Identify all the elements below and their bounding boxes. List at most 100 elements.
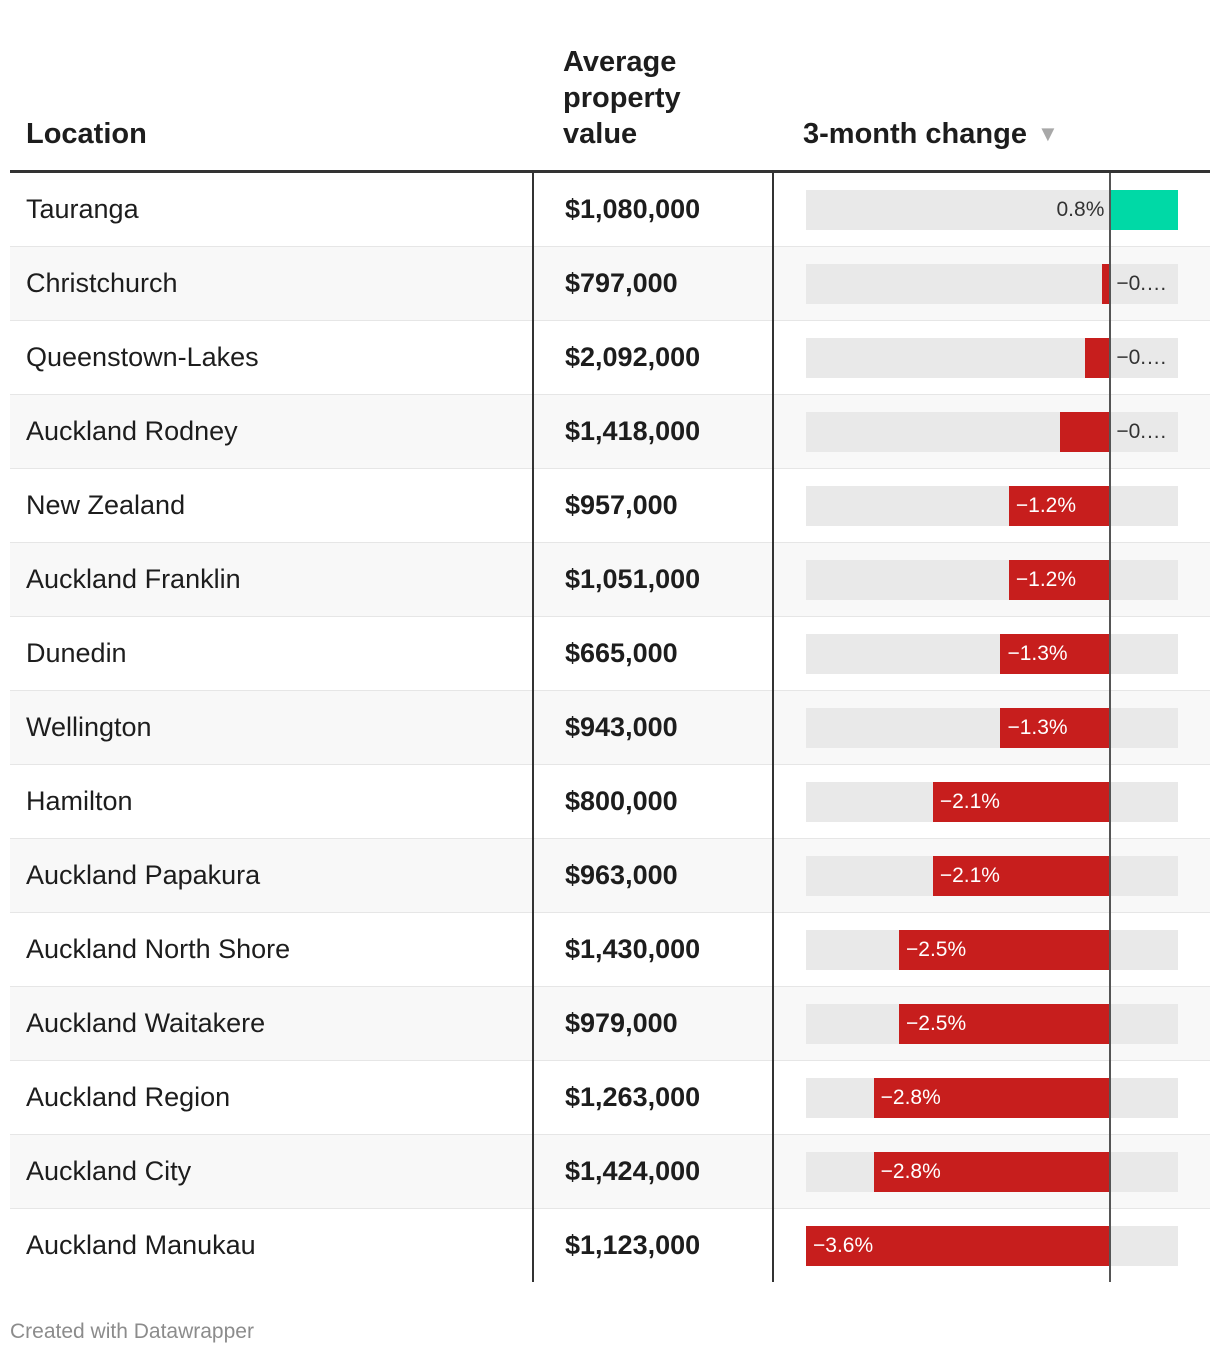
- change-bar-track: 0.8%: [806, 190, 1178, 230]
- change-bar-track: −1.3%: [806, 708, 1178, 748]
- cell-average-value: $1,263,000: [565, 1082, 701, 1112]
- cell-location: New Zealand: [26, 490, 186, 520]
- change-bar: [899, 1004, 1111, 1044]
- cell-average-value: $1,424,000: [565, 1156, 701, 1186]
- change-bar: [873, 1078, 1111, 1118]
- change-bar: [1110, 190, 1178, 230]
- change-label: −3.6%: [813, 1234, 874, 1257]
- change-label: 0.8%: [1056, 198, 1105, 221]
- change-bar-track: −2.1%: [806, 856, 1178, 896]
- table-row: Christchurch $797,000 −0.…: [10, 247, 1210, 321]
- change-label: −0.…: [1116, 420, 1168, 443]
- property-value-table: Location Average property value 3-month …: [10, 0, 1210, 1282]
- change-label: −1.2%: [1015, 568, 1077, 591]
- column-header-value-line2: property: [563, 82, 681, 114]
- change-bar-track: −1.2%: [806, 486, 1178, 526]
- change-bar: [1008, 486, 1111, 526]
- change-label: −0.…: [1116, 346, 1168, 369]
- table-row: Auckland Waitakere $979,000 −2.5%: [10, 987, 1210, 1061]
- cell-location: Christchurch: [26, 268, 178, 298]
- change-label: −2.5%: [906, 1012, 967, 1035]
- cell-average-value: $797,000: [565, 268, 678, 298]
- cell-average-value: $943,000: [565, 712, 678, 742]
- cell-location: Wellington: [26, 712, 152, 742]
- column-header-change[interactable]: 3-month change ▼: [803, 116, 1059, 152]
- change-bar-track: −2.5%: [806, 930, 1178, 970]
- cell-average-value: $1,418,000: [565, 416, 701, 446]
- change-bar: [1000, 708, 1111, 748]
- change-bar: [1059, 412, 1111, 452]
- table-header: Location Average property value 3-month …: [10, 0, 1210, 173]
- change-label: −0.…: [1116, 272, 1168, 295]
- cell-location: Auckland Papakura: [26, 860, 261, 890]
- change-bar-track: −1.2%: [806, 560, 1178, 600]
- table-row: Auckland Franklin $1,051,000 −1.2%: [10, 543, 1210, 617]
- cell-average-value: $957,000: [565, 490, 678, 520]
- cell-average-value: $979,000: [565, 1008, 678, 1038]
- table-body: Tauranga $1,080,000 0.8% Christchurch $797,0…: [10, 173, 1210, 1282]
- cell-average-value: $665,000: [565, 638, 678, 668]
- cell-average-value: $963,000: [565, 860, 678, 890]
- change-bar: [806, 1226, 1111, 1266]
- change-label: −2.8%: [880, 1086, 941, 1109]
- table-row: Auckland Region $1,263,000 −2.8%: [10, 1061, 1210, 1135]
- change-label: −2.1%: [939, 790, 1000, 813]
- change-bar: [873, 1152, 1111, 1192]
- table-row: Wellington $943,000 −1.3%: [10, 691, 1210, 765]
- table-row: Auckland Rodney $1,418,000 −0.…: [10, 395, 1210, 469]
- cell-average-value: $1,123,000: [565, 1230, 701, 1260]
- table-row: Dunedin $665,000 −1.3%: [10, 617, 1210, 691]
- change-label: −2.5%: [906, 938, 967, 961]
- table-row: Auckland Papakura $963,000 −2.1%: [10, 839, 1210, 913]
- triangle-down-icon: ▼: [1036, 121, 1059, 146]
- table-row: Hamilton $800,000 −2.1%: [10, 765, 1210, 839]
- change-bar-track: −0.…: [806, 264, 1178, 304]
- change-bar: [932, 782, 1111, 822]
- change-bar: [899, 930, 1111, 970]
- column-divider-value: [772, 173, 774, 1282]
- change-bar-track: −2.5%: [806, 1004, 1178, 1044]
- change-bar-track: −2.8%: [806, 1078, 1178, 1118]
- change-bar-track: −0.…: [806, 338, 1178, 378]
- column-header-value-line3: value: [563, 118, 638, 150]
- column-header-location[interactable]: Location: [26, 118, 147, 150]
- cell-location: Auckland Manukau: [26, 1230, 256, 1260]
- table-row: Auckland Manukau $1,123,000 −3.6%: [10, 1209, 1210, 1282]
- cell-average-value: $2,092,000: [565, 342, 701, 372]
- table-row: Auckland North Shore $1,430,000 −2.5%: [10, 913, 1210, 987]
- cell-location: Tauranga: [26, 194, 139, 224]
- cell-average-value: $1,051,000: [565, 564, 701, 594]
- zero-baseline: [1109, 173, 1112, 1282]
- cell-location: Auckland Waitakere: [26, 1008, 266, 1038]
- cell-location: Auckland Region: [26, 1082, 231, 1112]
- change-bar-track: −2.1%: [806, 782, 1178, 822]
- cell-location: Auckland Franklin: [26, 564, 241, 594]
- cell-location: Auckland Rodney: [26, 416, 238, 446]
- cell-location: Auckland North Shore: [26, 934, 291, 964]
- column-header-value-line1: Average: [563, 46, 677, 78]
- cell-average-value: $800,000: [565, 786, 678, 816]
- change-bar-track: −0.…: [806, 412, 1178, 452]
- change-bar: [1101, 264, 1111, 304]
- table-row: New Zealand $957,000 −1.2%: [10, 469, 1210, 543]
- change-bar: [1085, 338, 1111, 378]
- change-bar-track: −3.6%: [806, 1226, 1178, 1266]
- change-bar-track: −1.3%: [806, 634, 1178, 674]
- datawrapper-credit[interactable]: Created with Datawrapper: [10, 1320, 254, 1343]
- column-divider-location: [532, 173, 534, 1282]
- column-header-average-value[interactable]: Average property value: [563, 44, 753, 152]
- cell-location: Auckland City: [26, 1156, 192, 1186]
- change-label: −1.3%: [1007, 642, 1068, 665]
- change-label: −1.2%: [1015, 494, 1077, 517]
- change-label: −2.1%: [939, 864, 1000, 887]
- change-label: −2.8%: [880, 1160, 941, 1183]
- change-bar: [932, 856, 1111, 896]
- table-row: Queenstown-Lakes $2,092,000 −0.…: [10, 321, 1210, 395]
- cell-location: Queenstown-Lakes: [26, 342, 259, 372]
- cell-location: Dunedin: [26, 638, 127, 668]
- cell-average-value: $1,080,000: [565, 194, 701, 224]
- change-bar: [1000, 634, 1111, 674]
- cell-location: Hamilton: [26, 786, 133, 816]
- change-label: −1.3%: [1007, 716, 1068, 739]
- column-header-change-label: 3-month change: [803, 118, 1027, 150]
